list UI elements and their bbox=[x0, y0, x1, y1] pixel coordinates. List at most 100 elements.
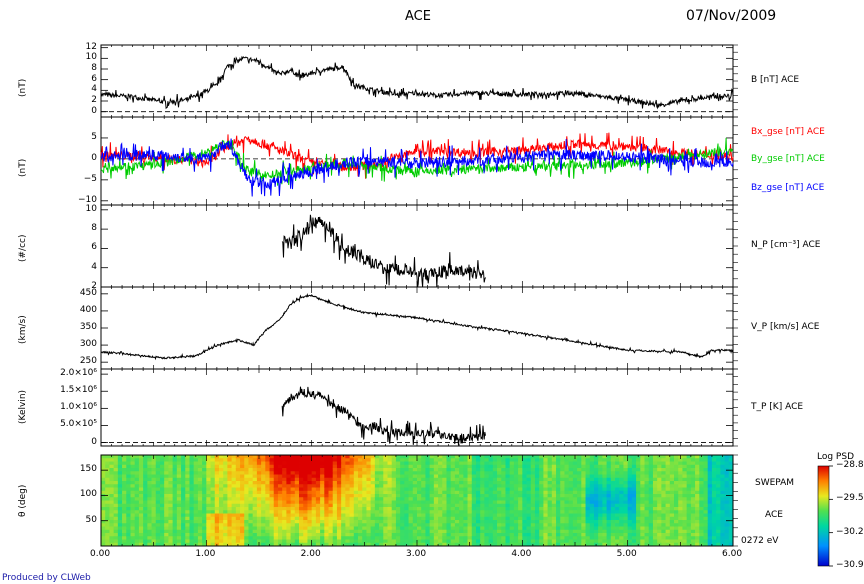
heatmap-cell bbox=[488, 539, 494, 544]
heatmap-cell bbox=[421, 494, 426, 498]
heatmap-cell bbox=[374, 529, 380, 534]
heatmap-cell bbox=[286, 516, 291, 521]
heatmap-cell bbox=[703, 490, 709, 495]
heatmap-cell bbox=[109, 468, 115, 472]
heatmap-cell bbox=[227, 520, 233, 524]
heatmap-cell bbox=[210, 500, 216, 505]
heatmap-cell bbox=[105, 461, 110, 466]
heatmap-cell bbox=[501, 458, 506, 462]
heatmap-cell bbox=[404, 464, 409, 469]
heatmap-cell bbox=[463, 464, 468, 469]
heatmap-cell bbox=[223, 523, 228, 527]
heatmap-cell bbox=[589, 458, 595, 462]
heatmap-cell bbox=[159, 529, 165, 534]
heatmap-cell bbox=[619, 487, 624, 492]
heatmap-cell bbox=[387, 539, 393, 544]
heatmap-cell bbox=[454, 520, 460, 524]
heatmap-cell bbox=[716, 523, 721, 527]
heatmap-cell bbox=[218, 529, 224, 534]
heatmap-cell bbox=[690, 536, 696, 540]
heatmap-cell bbox=[286, 474, 291, 479]
heatmap-cell bbox=[303, 464, 308, 469]
heatmap-cell bbox=[282, 484, 287, 488]
heatmap-cell bbox=[265, 523, 270, 527]
heatmap-cell bbox=[176, 510, 182, 514]
heatmap-cell bbox=[505, 468, 511, 472]
heatmap-cell bbox=[467, 494, 473, 498]
heatmap-cell bbox=[686, 464, 692, 469]
heatmap-cell bbox=[543, 529, 549, 534]
heatmap-cell bbox=[147, 494, 152, 498]
heatmap-cell bbox=[530, 487, 536, 492]
heatmap-cell bbox=[703, 464, 709, 469]
heatmap-cell bbox=[421, 477, 426, 482]
heatmap-cell bbox=[244, 464, 249, 469]
heatmap-cell bbox=[307, 542, 313, 546]
heatmap-cell bbox=[134, 542, 140, 546]
heatmap-cell bbox=[374, 484, 380, 488]
heatmap-cell bbox=[417, 529, 422, 534]
heatmap-cell bbox=[138, 536, 144, 540]
heatmap-cell bbox=[581, 458, 586, 462]
heatmap-cell bbox=[143, 507, 148, 511]
heatmap-cell bbox=[328, 474, 334, 479]
heatmap-cell bbox=[425, 468, 431, 472]
heatmap-cell bbox=[471, 468, 477, 472]
heatmap-cell bbox=[606, 533, 612, 537]
heatmap-cell bbox=[551, 464, 557, 469]
heatmap-cell bbox=[227, 487, 233, 492]
heatmap-cell bbox=[299, 474, 304, 479]
heatmap-cell bbox=[244, 461, 249, 466]
heatmap-cell bbox=[513, 523, 519, 527]
heatmap-cell bbox=[265, 468, 270, 472]
heatmap-cell bbox=[235, 507, 241, 511]
heatmap-cell bbox=[231, 500, 237, 505]
heatmap-cell bbox=[598, 484, 603, 488]
heatmap-cell bbox=[623, 526, 629, 531]
heatmap-cell bbox=[657, 484, 662, 488]
heatmap-cell bbox=[442, 494, 447, 498]
heatmap-cell bbox=[488, 471, 494, 475]
heatmap-cell bbox=[273, 542, 279, 546]
heatmap-cell bbox=[172, 507, 178, 511]
heatmap-cell bbox=[425, 526, 431, 531]
heatmap-cell bbox=[636, 464, 641, 469]
heatmap-cell bbox=[602, 468, 607, 472]
heatmap-cell bbox=[598, 497, 603, 501]
heatmap-cell bbox=[269, 513, 275, 518]
heatmap-cell bbox=[227, 523, 233, 527]
heatmap-cell bbox=[442, 510, 447, 514]
heatmap-cell bbox=[627, 523, 633, 527]
heatmap-cell bbox=[383, 533, 388, 537]
heatmap-cell bbox=[151, 539, 157, 544]
heatmap-cell bbox=[564, 490, 570, 495]
heatmap-cell bbox=[214, 536, 220, 540]
heatmap-cell bbox=[669, 490, 675, 495]
heatmap-cell bbox=[341, 529, 346, 534]
heatmap-cell bbox=[530, 494, 536, 498]
heatmap-cell bbox=[311, 471, 317, 475]
heatmap-cell bbox=[556, 539, 561, 544]
heatmap-cell bbox=[214, 461, 220, 466]
heatmap-cell bbox=[400, 464, 405, 469]
heatmap-cell bbox=[240, 477, 245, 482]
heatmap-cell bbox=[610, 542, 616, 546]
heatmap-cell bbox=[572, 497, 578, 501]
heatmap-cell bbox=[661, 461, 666, 466]
heatmap-cell bbox=[429, 536, 435, 540]
heatmap-cell bbox=[395, 458, 401, 462]
heatmap-cell bbox=[366, 539, 372, 544]
heatmap-cell bbox=[265, 477, 270, 482]
heatmap-cell bbox=[615, 497, 620, 501]
heatmap-cell bbox=[345, 490, 350, 495]
heatmap-cell bbox=[122, 536, 127, 540]
heatmap-cell bbox=[602, 458, 607, 462]
heatmap-cell bbox=[484, 484, 490, 488]
heatmap-cell bbox=[307, 471, 313, 475]
heatmap-cell bbox=[307, 536, 313, 540]
heatmap-cell bbox=[387, 513, 393, 518]
heatmap-cell bbox=[294, 461, 300, 466]
heatmap-cell bbox=[534, 520, 540, 524]
heatmap-cell bbox=[488, 487, 494, 492]
heatmap-cell bbox=[294, 516, 300, 521]
